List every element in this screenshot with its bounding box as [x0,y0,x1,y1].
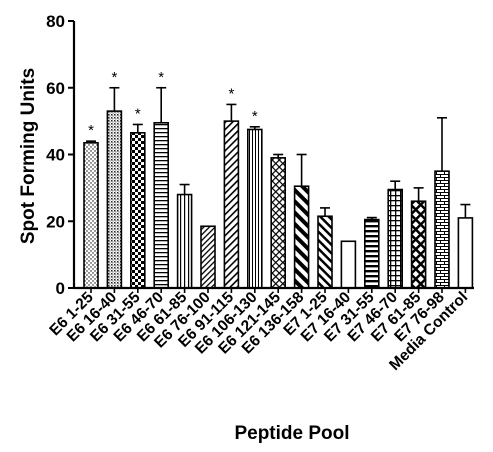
bar [130,132,146,289]
y-tick-label: 40 [46,146,65,165]
bar [363,218,380,289]
bar-group [317,207,333,289]
significance-marker: * [228,85,234,102]
y-tick-label: 0 [56,279,65,298]
bar-group [410,187,427,289]
bar-group [270,153,287,289]
bar [410,200,427,289]
bar [387,188,404,289]
bar-group: * [153,69,169,289]
bar [293,185,310,289]
bar-group: * [223,85,240,289]
bar-group [176,183,193,289]
bar-group: * [106,69,123,289]
bar [270,157,287,289]
y-axis-title: Spot Forming Units [18,68,39,244]
bar [223,120,240,289]
significance-marker: * [252,108,258,125]
bar [434,170,450,289]
y-tick-label: 80 [46,12,65,31]
bar [457,217,474,289]
y-axis: 0 20 40 60 80 [46,12,76,298]
bars-layer: * * * * * * [83,69,474,289]
bar [83,142,99,289]
significance-marker: * [158,69,164,86]
bar-group [434,116,450,289]
bar-group [293,153,310,289]
bar-group [457,203,474,289]
bar [200,225,216,289]
y-tick-label: 60 [46,79,65,98]
x-axis-title: Peptide Pool [234,423,349,444]
bar [106,110,123,289]
bar-group [200,225,216,289]
bar-group [340,240,357,289]
bar-group: * [247,108,263,289]
bar-group: * [130,105,146,289]
significance-marker: * [88,122,94,139]
bar [247,128,263,289]
bar [176,193,193,289]
bar [153,121,169,289]
significance-marker: * [135,105,141,122]
bar-group [387,180,404,289]
significance-marker: * [111,69,117,86]
bar-group [363,216,380,289]
bar [340,240,357,289]
y-tick-label: 20 [46,212,65,231]
bar [317,215,333,289]
bar-group: * [83,122,99,289]
